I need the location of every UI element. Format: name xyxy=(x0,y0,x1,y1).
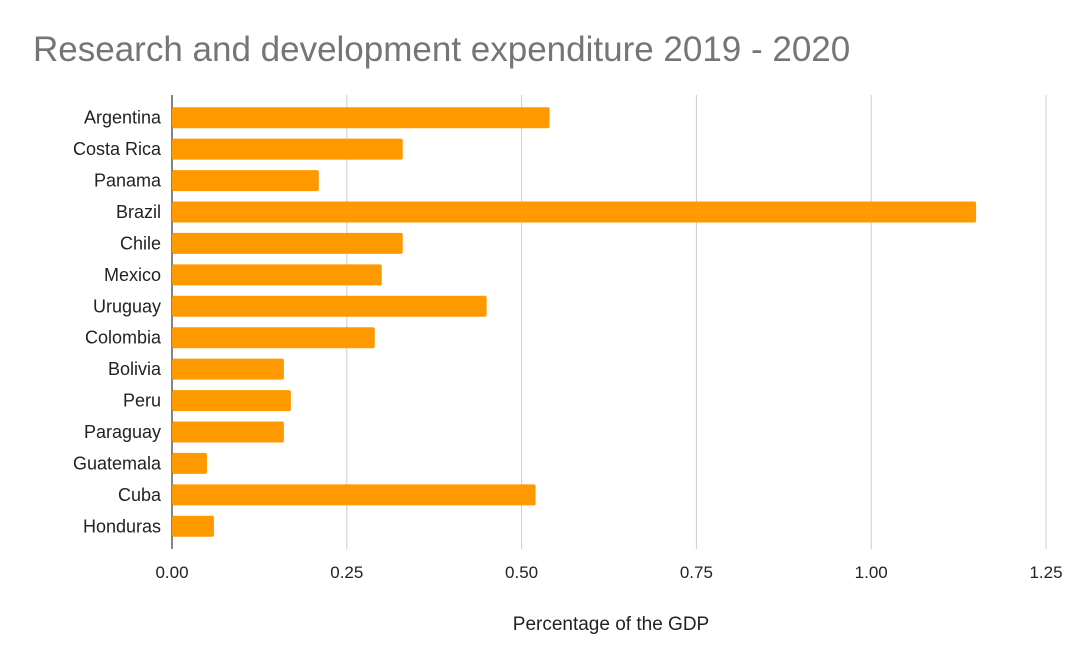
category-label: Chile xyxy=(120,233,161,253)
x-tick-label: 1.00 xyxy=(855,563,888,582)
bars xyxy=(172,107,977,537)
category-label: Guatemala xyxy=(73,453,162,473)
category-label: Peru xyxy=(123,391,161,411)
x-axis-title: Percentage of the GDP xyxy=(513,614,709,635)
category-label: Brazil xyxy=(116,202,161,222)
bar-mexico xyxy=(172,264,382,286)
x-tick-labels: 0.00 0.25 0.50 0.75 1.00 1.25 xyxy=(155,563,1062,582)
chart-title: Research and development expenditure 201… xyxy=(33,30,851,69)
bar-colombia xyxy=(172,327,375,349)
bar-cuba xyxy=(172,484,536,506)
bar-costa-rica xyxy=(172,138,403,160)
bar-honduras xyxy=(172,515,214,537)
bar-uruguay xyxy=(172,295,487,317)
bar-argentina xyxy=(172,107,550,129)
bar-brazil xyxy=(172,201,977,223)
x-tick-label: 0.50 xyxy=(505,563,538,582)
x-tick-label: 0.25 xyxy=(330,563,363,582)
grid-lines xyxy=(171,95,1047,549)
x-tick-label: 0.00 xyxy=(155,563,188,582)
bar-guatemala xyxy=(172,452,207,474)
category-label: Cuba xyxy=(118,485,162,505)
category-label: Paraguay xyxy=(84,422,161,442)
category-label: Colombia xyxy=(85,328,162,348)
category-label: Bolivia xyxy=(108,359,162,379)
bar-chile xyxy=(172,232,403,254)
x-tick-label: 0.75 xyxy=(680,563,713,582)
x-tick-label: 1.25 xyxy=(1029,563,1062,582)
category-label: Uruguay xyxy=(93,296,161,316)
bar-paraguay xyxy=(172,421,284,443)
category-labels: Argentina Costa Rica Panama Brazil Chile Mexi… xyxy=(73,108,162,537)
category-label: Panama xyxy=(94,171,162,191)
category-label: Argentina xyxy=(84,108,162,128)
bar-bolivia xyxy=(172,358,284,380)
bar-peru xyxy=(172,390,291,412)
category-label: Mexico xyxy=(104,265,161,285)
bar-panama xyxy=(172,170,319,192)
category-label: Honduras xyxy=(83,516,161,536)
category-label: Costa Rica xyxy=(73,139,162,159)
